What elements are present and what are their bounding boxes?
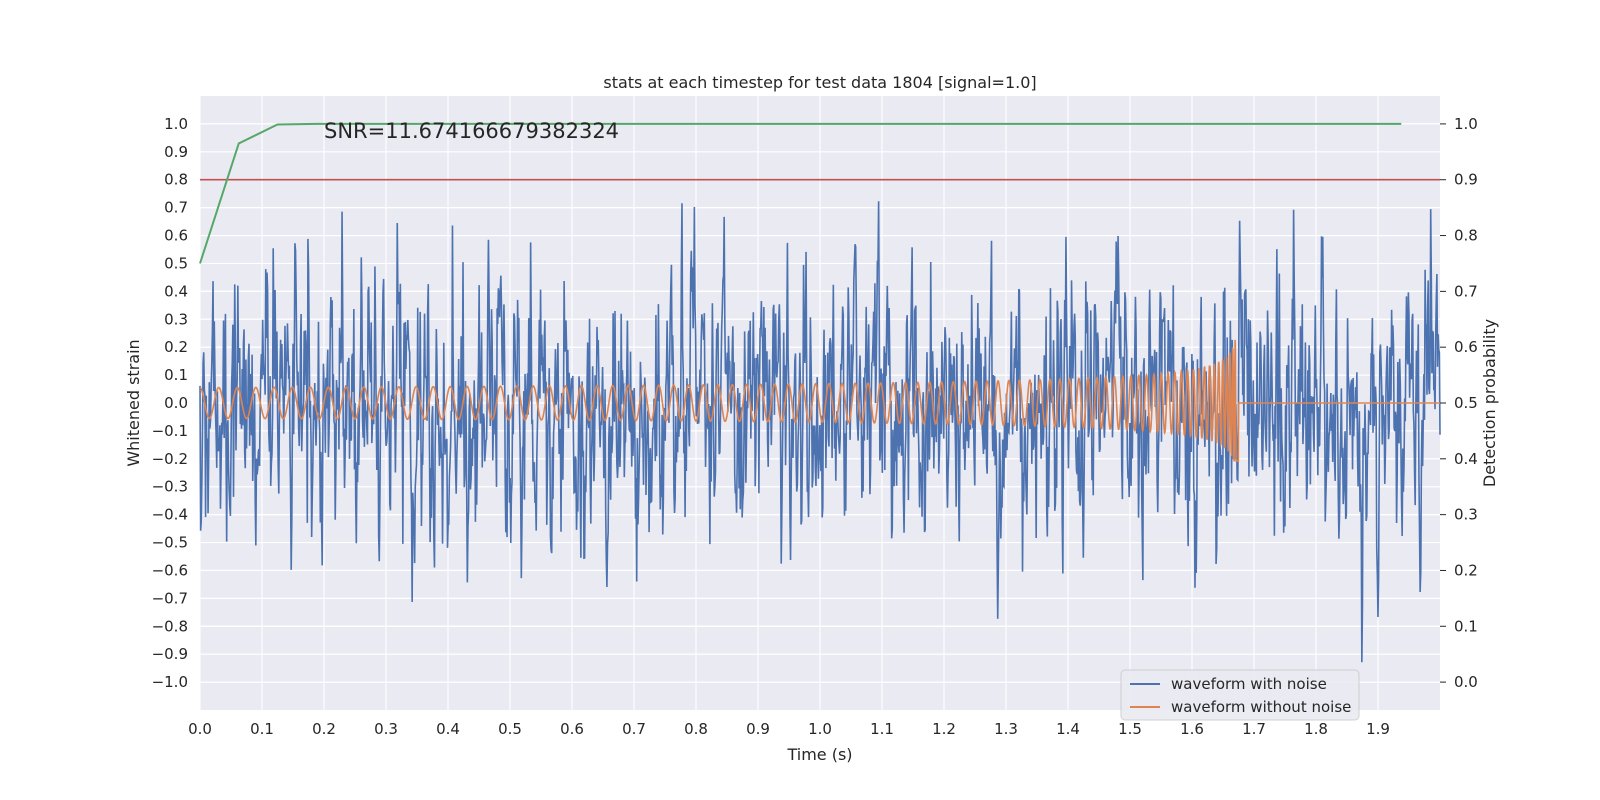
chart-title: stats at each timestep for test data 180… bbox=[603, 73, 1036, 92]
y-tick-label: 0.1 bbox=[164, 366, 188, 384]
y-axis-right: 1.0 0.9 0.8 0.7 0.6 0.5 0.4 0.3 0.2 0.1 0.0 bbox=[1440, 115, 1478, 691]
x-tick-label: 0.6 bbox=[560, 720, 584, 738]
y-tick-label: 0.2 bbox=[164, 338, 188, 356]
y2-tick-label: 0.4 bbox=[1454, 450, 1478, 468]
x-tick-label: 1.9 bbox=[1366, 720, 1390, 738]
x-tick-label: 0.1 bbox=[250, 720, 274, 738]
x-tick-label: 0.9 bbox=[746, 720, 770, 738]
y2-tick-label: 0.0 bbox=[1454, 673, 1478, 691]
y2-tick-label: 0.9 bbox=[1454, 171, 1478, 189]
legend-label-noise: waveform with noise bbox=[1171, 675, 1327, 693]
series-waveform-without-noise bbox=[199, 339, 1440, 462]
y-tick-label: 0.5 bbox=[164, 254, 188, 272]
snr-annotation: SNR=11.674166679382324 bbox=[324, 119, 619, 143]
series-layer bbox=[199, 122, 1441, 663]
y2-tick-label: 0.6 bbox=[1454, 338, 1478, 356]
y2-tick-label: 0.3 bbox=[1454, 506, 1478, 524]
y-tick-label: −0.3 bbox=[152, 478, 188, 496]
y2-tick-label: 1.0 bbox=[1454, 115, 1478, 133]
y-tick-label: 0.4 bbox=[164, 282, 188, 300]
x-tick-label: 1.1 bbox=[870, 720, 894, 738]
legend-box bbox=[1120, 669, 1360, 721]
y-tick-label: 0.9 bbox=[164, 143, 188, 161]
y-tick-label: −0.8 bbox=[152, 617, 188, 635]
y2-tick-label: 0.8 bbox=[1454, 227, 1478, 245]
y-tick-label: 1.0 bbox=[164, 115, 188, 133]
y-tick-label: 0.3 bbox=[164, 310, 188, 328]
y-tick-label: −1.0 bbox=[152, 673, 188, 691]
y2-axis-label: Detection probability bbox=[1480, 319, 1499, 487]
x-tick-label: 1.7 bbox=[1242, 720, 1266, 738]
x-tick-label: 1.5 bbox=[1118, 720, 1142, 738]
y-tick-label: −0.2 bbox=[152, 450, 188, 468]
y-axis-left: 1.0 0.9 0.8 0.7 0.6 0.5 0.4 0.3 0.2 0.1 0.0 −0.1 −0.… bbox=[152, 115, 188, 691]
y-tick-label: −0.6 bbox=[152, 561, 188, 579]
x-tick-label: 0.0 bbox=[188, 720, 212, 738]
y2-tick-label: 0.1 bbox=[1454, 617, 1478, 635]
x-tick-label: 1.0 bbox=[808, 720, 832, 738]
y2-tick-label: 0.5 bbox=[1454, 394, 1478, 412]
x-tick-label: 0.5 bbox=[498, 720, 522, 738]
legend: waveform with noise waveform without noi… bbox=[1120, 669, 1360, 721]
x-axis: 0.0 0.1 0.2 0.3 0.4 0.5 0.6 0.7 0.8 0.9 1.0 1.1 1.2 1… bbox=[188, 720, 1390, 738]
x-tick-label: 1.4 bbox=[1056, 720, 1080, 738]
y-tick-label: 0.0 bbox=[164, 394, 188, 412]
legend-label-clean: waveform without noise bbox=[1171, 698, 1351, 716]
y2-tick-label: 0.7 bbox=[1454, 282, 1478, 300]
y-tick-label: −0.9 bbox=[152, 645, 188, 663]
series-detection-probability bbox=[199, 122, 1402, 264]
x-axis-label: Time (s) bbox=[786, 745, 852, 764]
x-tick-label: 1.3 bbox=[994, 720, 1018, 738]
x-tick-label: 1.8 bbox=[1304, 720, 1328, 738]
y-tick-label: 0.8 bbox=[164, 171, 188, 189]
x-tick-label: 1.2 bbox=[932, 720, 956, 738]
y-tick-label: 0.6 bbox=[164, 227, 188, 245]
x-tick-label: 0.8 bbox=[684, 720, 708, 738]
x-tick-label: 0.3 bbox=[374, 720, 398, 738]
x-tick-label: 1.6 bbox=[1180, 720, 1204, 738]
y-tick-label: −0.1 bbox=[152, 422, 188, 440]
x-tick-label: 0.7 bbox=[622, 720, 646, 738]
y-tick-label: −0.7 bbox=[152, 589, 188, 607]
y-axis-label: Whitened strain bbox=[124, 339, 143, 466]
y-tick-label: −0.5 bbox=[152, 534, 188, 552]
y-tick-label: 0.7 bbox=[164, 199, 188, 217]
y2-tick-label: 0.2 bbox=[1454, 561, 1478, 579]
y-tick-label: −0.4 bbox=[152, 506, 188, 524]
x-tick-label: 0.4 bbox=[436, 720, 460, 738]
x-tick-label: 0.2 bbox=[312, 720, 336, 738]
